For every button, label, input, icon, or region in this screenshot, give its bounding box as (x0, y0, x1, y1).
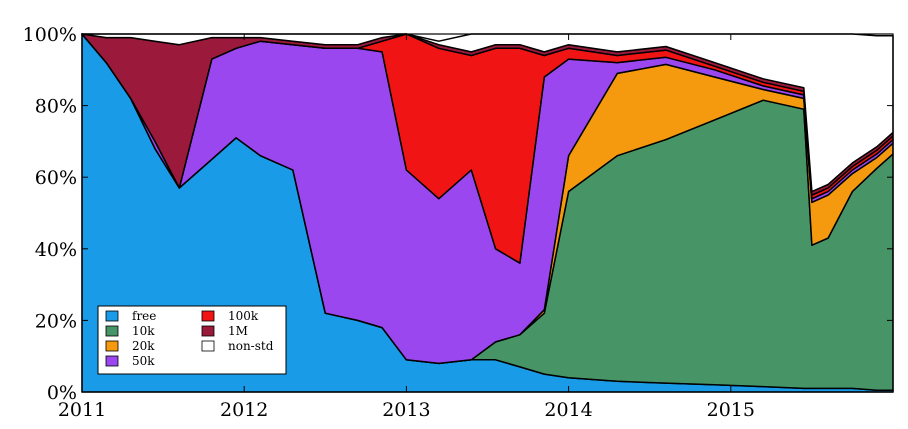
plot-frame (81, 33, 894, 393)
legend-label-free: free (132, 309, 156, 323)
y-tick-label: 60% (35, 167, 77, 189)
legend-swatch-20k (105, 340, 119, 352)
plot-border (81, 33, 894, 393)
legend-label-10k: 10k (132, 324, 155, 338)
legend-swatch-1M (201, 325, 215, 337)
x-axis: 2011 2012 2013 2014 2015 (58, 34, 755, 421)
y-tick-label: 0% (47, 382, 77, 404)
x-tick-label: 2012 (220, 399, 268, 421)
y-axis: 0% 20% 40% 60% 80% 100% (23, 24, 893, 404)
areas-group (81, 33, 894, 393)
y-tick-label: 80% (35, 96, 77, 118)
legend-swatch-free (105, 310, 119, 322)
x-tick-label: 2015 (707, 399, 755, 421)
legend-label-non-std: non-std (228, 339, 274, 353)
legend-swatch-non-std (201, 340, 215, 352)
legend-label-1M: 1M (228, 324, 248, 338)
x-tick-label: 2011 (58, 399, 106, 421)
x-tick-label: 2014 (544, 399, 592, 421)
legend-swatch-50k (105, 355, 119, 367)
legend-box (97, 305, 287, 375)
legend-swatch-100k (201, 310, 215, 322)
legend-label-50k: 50k (132, 354, 155, 368)
y-tick-label: 40% (35, 239, 77, 261)
x-tick-label: 2013 (382, 399, 430, 421)
y-tick-label: 100% (23, 24, 77, 46)
legend-swatch-10k (105, 325, 119, 337)
legend-label-20k: 20k (132, 339, 155, 353)
y-tick-label: 20% (35, 310, 77, 332)
legend-label-100k: 100k (228, 309, 259, 323)
